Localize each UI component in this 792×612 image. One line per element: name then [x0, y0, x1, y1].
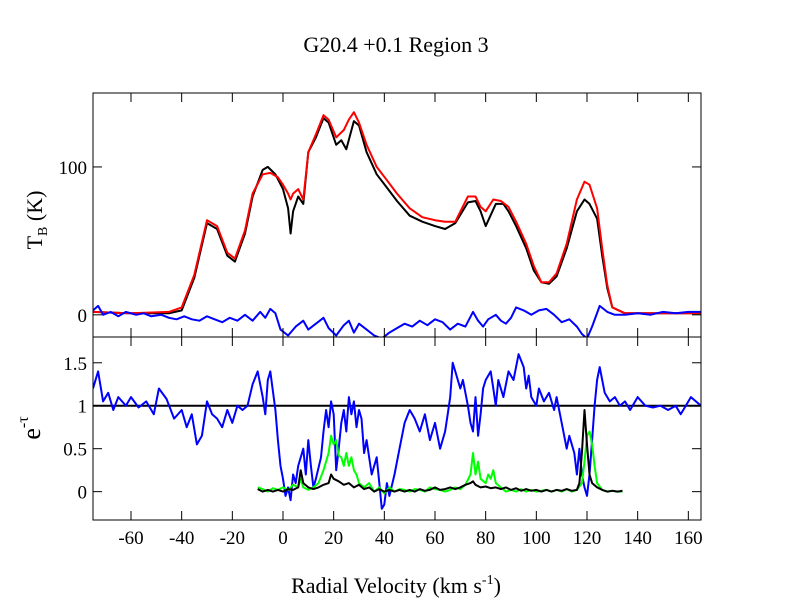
chart-title: G20.4 +0.1 Region 3 [303, 32, 488, 57]
bottom-series-2-line [257, 409, 623, 493]
x-tick-label: 100 [522, 528, 551, 549]
x-tick-label: -60 [118, 528, 143, 549]
x-tick-label: 120 [573, 528, 602, 549]
top-y-axis-label-sub: B [36, 227, 51, 236]
top-series-group [93, 111, 701, 337]
bottom-y-tick-label: 0 [78, 483, 88, 504]
top-y-tick-label: 100 [59, 158, 88, 179]
x-axis-label-sup: -1 [482, 573, 494, 588]
x-tick-label: 20 [324, 528, 343, 549]
top-series-1-line [93, 111, 701, 315]
x-axis-label: Radial Velocity (km s-1) [291, 573, 501, 598]
bottom-y-axis-label-sup: -τ [15, 416, 32, 428]
top-series-2-line [93, 304, 701, 337]
x-axis-label-close: ) [494, 573, 501, 598]
bottom-y-axis-label-main: e [17, 428, 46, 440]
top-panel: 0 100 [59, 92, 702, 338]
x-tick-label: 60 [426, 528, 445, 549]
bottom-series-group [93, 353, 701, 510]
bottom-y-tick-label: 1.5 [63, 354, 87, 375]
top-y-tick-label: 0 [78, 306, 88, 327]
x-tick-label: -40 [169, 528, 194, 549]
x-tick-label: 40 [375, 528, 394, 549]
top-series-0-line [93, 117, 701, 315]
x-tick-label: -20 [220, 528, 245, 549]
x-tick-label: 80 [476, 528, 495, 549]
top-y-axis-label: TB (K) [22, 191, 51, 250]
bottom-panel: 0 0.5 1 1.5 [63, 336, 702, 521]
bottom-y-axis-label: e-τ [15, 416, 46, 440]
bottom-y-tick-label: 0.5 [63, 440, 87, 461]
x-axis-tick-labels: -60 -40 -20 0 20 40 60 80 100 120 140 160 [118, 528, 702, 549]
bottom-frame [92, 336, 702, 521]
top-y-axis-label-rest: (K) [22, 191, 47, 227]
bottom-y-tick-label: 1 [78, 397, 88, 418]
x-tick-label: 140 [623, 528, 652, 549]
x-axis-label-main: Radial Velocity (km s [291, 573, 482, 598]
bottom-series-0-line [93, 353, 701, 510]
top-y-axis-label-main: T [22, 235, 47, 249]
x-tick-label: 0 [278, 528, 288, 549]
x-tick-label: 160 [674, 528, 703, 549]
